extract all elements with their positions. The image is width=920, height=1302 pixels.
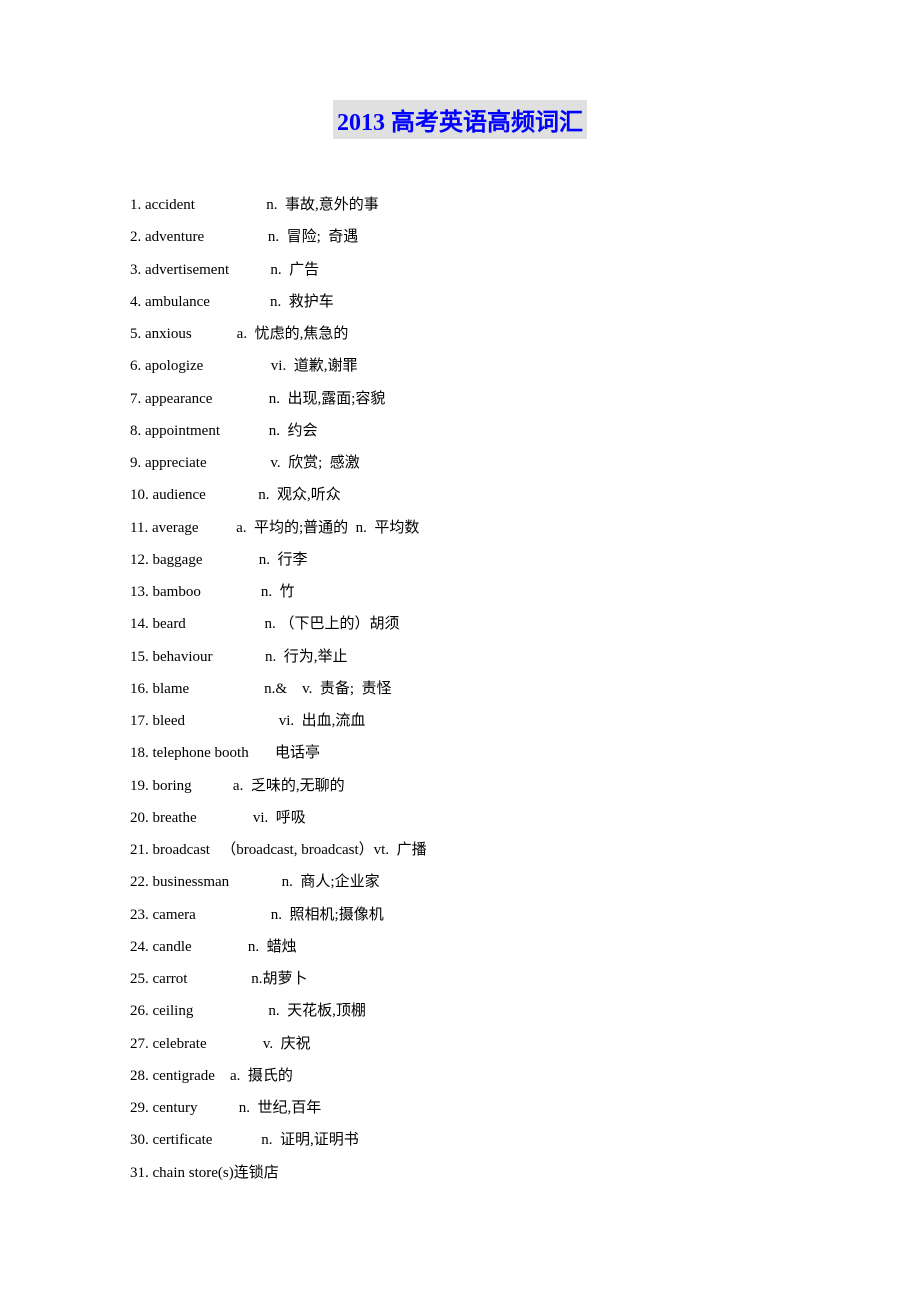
vocab-item: 27. celebrate v. 庆祝 bbox=[130, 1028, 790, 1060]
vocab-item: 24. candle n. 蜡烛 bbox=[130, 931, 790, 963]
page-title: 2013 高考英语高频词汇 bbox=[333, 100, 587, 139]
vocab-item: 19. boring a. 乏味的,无聊的 bbox=[130, 770, 790, 802]
vocab-item: 11. average a. 平均的;普通的 n. 平均数 bbox=[130, 512, 790, 544]
vocab-item: 4. ambulance n. 救护车 bbox=[130, 286, 790, 318]
vocab-item: 25. carrot n.胡萝卜 bbox=[130, 963, 790, 995]
vocab-item: 5. anxious a. 忧虑的,焦急的 bbox=[130, 318, 790, 350]
vocab-item: 10. audience n. 观众,听众 bbox=[130, 479, 790, 511]
vocab-item: 13. bamboo n. 竹 bbox=[130, 576, 790, 608]
vocab-item: 16. blame n.& v. 责备; 责怪 bbox=[130, 673, 790, 705]
vocab-item: 8. appointment n. 约会 bbox=[130, 415, 790, 447]
vocab-item: 28. centigrade a. 摄氏的 bbox=[130, 1060, 790, 1092]
vocab-item: 23. camera n. 照相机;摄像机 bbox=[130, 899, 790, 931]
vocab-item: 18. telephone booth 电话亭 bbox=[130, 737, 790, 769]
vocabulary-list: 1. accident n. 事故,意外的事2. adventure n. 冒险… bbox=[130, 189, 790, 1189]
vocab-item: 15. behaviour n. 行为,举止 bbox=[130, 641, 790, 673]
vocab-item: 20. breathe vi. 呼吸 bbox=[130, 802, 790, 834]
vocab-item: 14. beard n. （下巴上的）胡须 bbox=[130, 608, 790, 640]
vocab-item: 29. century n. 世纪,百年 bbox=[130, 1092, 790, 1124]
vocab-item: 12. baggage n. 行李 bbox=[130, 544, 790, 576]
vocab-item: 9. appreciate v. 欣赏; 感激 bbox=[130, 447, 790, 479]
vocab-item: 31. chain store(s)连锁店 bbox=[130, 1157, 790, 1189]
vocab-item: 17. bleed vi. 出血,流血 bbox=[130, 705, 790, 737]
vocab-item: 2. adventure n. 冒险; 奇遇 bbox=[130, 221, 790, 253]
vocab-item: 7. appearance n. 出现,露面;容貌 bbox=[130, 383, 790, 415]
vocab-item: 3. advertisement n. 广告 bbox=[130, 254, 790, 286]
vocab-item: 21. broadcast （broadcast, broadcast）vt. … bbox=[130, 834, 790, 866]
vocab-item: 22. businessman n. 商人;企业家 bbox=[130, 866, 790, 898]
vocab-item: 26. ceiling n. 天花板,顶棚 bbox=[130, 995, 790, 1027]
title-container: 2013 高考英语高频词汇 bbox=[130, 100, 790, 139]
vocab-item: 6. apologize vi. 道歉,谢罪 bbox=[130, 350, 790, 382]
vocab-item: 1. accident n. 事故,意外的事 bbox=[130, 189, 790, 221]
vocab-item: 30. certificate n. 证明,证明书 bbox=[130, 1124, 790, 1156]
